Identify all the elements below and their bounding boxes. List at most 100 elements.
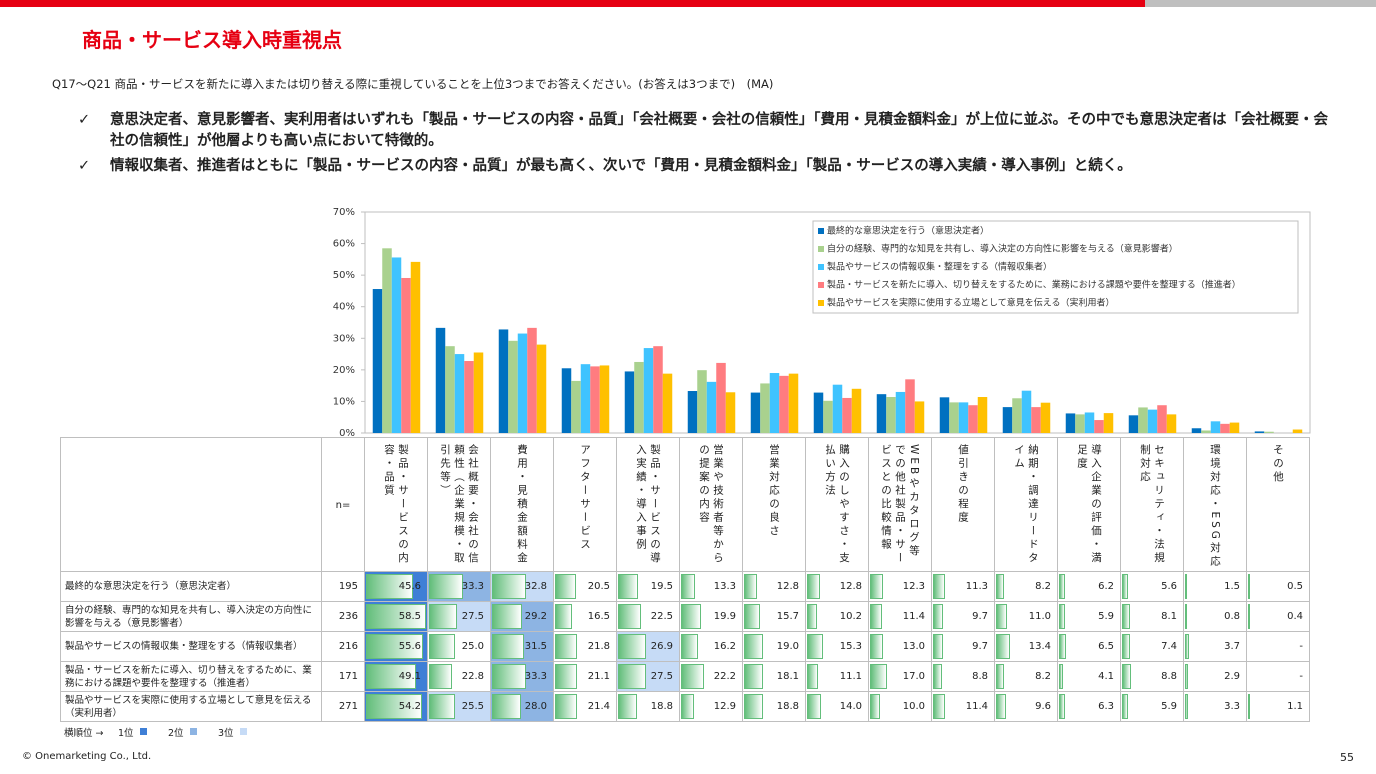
data-bar bbox=[744, 604, 761, 629]
bar bbox=[508, 340, 518, 433]
value-cell: 45.6 bbox=[365, 572, 428, 602]
category-cell: 購入のしやすさ・支払い方法 bbox=[806, 437, 869, 572]
value-label: 4.1 bbox=[1098, 671, 1114, 682]
category-label: 営業や技術者等からの提案の内容 bbox=[698, 444, 724, 566]
value-label: 11.4 bbox=[902, 611, 925, 622]
value-label: - bbox=[1299, 641, 1303, 652]
bullet-mark: ✓ bbox=[78, 158, 91, 174]
data-bar bbox=[429, 694, 456, 719]
rank-label: 3位 bbox=[218, 728, 234, 739]
y-tick-label: 10% bbox=[333, 396, 355, 407]
data-bar bbox=[492, 664, 527, 689]
value-label: 1.1 bbox=[1287, 701, 1303, 712]
bar bbox=[1166, 414, 1177, 433]
data-bar bbox=[492, 694, 521, 719]
data-bar bbox=[1122, 664, 1132, 689]
value-label: 8.8 bbox=[972, 671, 988, 682]
value-label: 31.5 bbox=[524, 641, 547, 652]
legend-label: 製品やサービスの情報収集・整理をする（情報収集者） bbox=[827, 261, 1052, 273]
value-cell: 11.1 bbox=[806, 662, 869, 692]
value-label: 8.1 bbox=[1161, 611, 1177, 622]
value-label: - bbox=[1299, 671, 1303, 682]
n-cell: 236 bbox=[322, 602, 365, 632]
data-bar bbox=[933, 634, 943, 659]
row-label: 製品やサービスの情報収集・整理をする（情報収集者） bbox=[65, 641, 303, 652]
value-cell: 9.7 bbox=[932, 632, 995, 662]
data-bar bbox=[366, 604, 426, 629]
value-cell: - bbox=[1247, 632, 1310, 662]
value-label: 55.6 bbox=[398, 641, 421, 652]
bar bbox=[1210, 421, 1221, 433]
value-label: 5.9 bbox=[1098, 611, 1114, 622]
bar bbox=[968, 405, 978, 433]
value-cell: 10.2 bbox=[806, 602, 869, 632]
data-bar bbox=[618, 694, 638, 719]
value-label: 25.0 bbox=[461, 641, 484, 652]
data-bar bbox=[555, 634, 578, 659]
bar bbox=[571, 380, 581, 433]
value-cell: 18.8 bbox=[617, 692, 680, 722]
data-bar bbox=[807, 694, 822, 719]
value-label: 25.5 bbox=[461, 701, 484, 712]
value-label: 12.9 bbox=[713, 701, 736, 712]
bar bbox=[895, 391, 906, 433]
data-bar bbox=[870, 664, 888, 689]
category-label: アフターサービス bbox=[579, 444, 591, 552]
value-cell: 27.5 bbox=[428, 602, 491, 632]
bar bbox=[769, 373, 780, 433]
value-cell: 0.5 bbox=[1247, 572, 1310, 602]
value-label: 9.7 bbox=[972, 611, 988, 622]
value-label: 54.2 bbox=[398, 701, 421, 712]
rank-legend-label: 横順位 → bbox=[64, 728, 104, 739]
bar bbox=[1254, 431, 1265, 433]
data-bar bbox=[1185, 574, 1187, 599]
bar bbox=[464, 361, 474, 433]
top-bar-gray bbox=[1145, 0, 1376, 7]
legend-box bbox=[812, 220, 1299, 314]
category-cell: 製品・サービスの内容・品質 bbox=[365, 437, 428, 572]
value-label: 11.0 bbox=[1028, 611, 1051, 622]
data-bar bbox=[681, 574, 695, 599]
data-bar bbox=[933, 664, 943, 689]
value-label: 33.3 bbox=[524, 671, 547, 682]
row-label-cell: 自分の経験、専門的な知見を共有し、導入決定の方向性に影響を与える（意見影響者） bbox=[60, 602, 322, 632]
value-label: 0.4 bbox=[1287, 611, 1303, 622]
value-cell: 54.2 bbox=[365, 692, 428, 722]
data-bar bbox=[996, 574, 1005, 599]
bar bbox=[779, 375, 789, 433]
y-tick-label: 70% bbox=[333, 207, 355, 218]
value-label: 22.5 bbox=[650, 611, 673, 622]
bar bbox=[977, 397, 988, 433]
data-bar bbox=[555, 604, 572, 629]
value-label: 17.0 bbox=[902, 671, 925, 682]
data-bar bbox=[996, 694, 1006, 719]
bar bbox=[653, 346, 663, 433]
page-number: 55 bbox=[1340, 751, 1354, 764]
category-cell: 製品・サービスの導入実績・導入事例 bbox=[617, 437, 680, 572]
n-value: 236 bbox=[338, 611, 358, 622]
value-label: 0.8 bbox=[1224, 611, 1240, 622]
value-label: 27.5 bbox=[650, 671, 673, 682]
value-cell: 12.3 bbox=[869, 572, 932, 602]
value-cell: 27.5 bbox=[617, 662, 680, 692]
value-cell: 11.4 bbox=[869, 602, 932, 632]
value-cell: 11.0 bbox=[995, 602, 1058, 632]
value-label: 16.2 bbox=[713, 641, 736, 652]
bar bbox=[1084, 412, 1095, 433]
bar bbox=[1128, 415, 1139, 433]
question: Q17～Q21 商品・サービスを新たに導入または切り替える際に重視していることを… bbox=[52, 77, 774, 91]
data-bar bbox=[1122, 634, 1130, 659]
bar bbox=[697, 370, 707, 433]
n-cell: 216 bbox=[322, 632, 365, 662]
n-value: 216 bbox=[338, 641, 358, 652]
value-cell: 32.8 bbox=[491, 572, 554, 602]
value-cell: 7.4 bbox=[1121, 632, 1184, 662]
value-label: 8.8 bbox=[1161, 671, 1177, 682]
slide-title: 商品・サービス導入時重視点 bbox=[82, 28, 342, 52]
value-cell: 0.8 bbox=[1184, 602, 1247, 632]
rank-swatch bbox=[140, 728, 147, 735]
rank-label: 2位 bbox=[168, 728, 184, 739]
bar bbox=[725, 392, 736, 433]
bar bbox=[958, 402, 969, 433]
